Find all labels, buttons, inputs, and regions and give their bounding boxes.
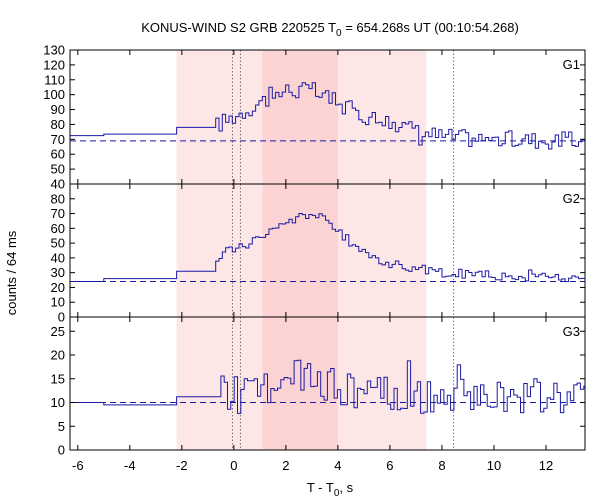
count-rate-curve bbox=[70, 359, 585, 414]
shaded-interval-dark bbox=[262, 50, 338, 184]
y-tick-label: 130 bbox=[43, 43, 65, 58]
y-tick-label: 25 bbox=[51, 324, 65, 339]
y-tick-label: 0 bbox=[58, 310, 65, 325]
y-tick-label: 50 bbox=[51, 236, 65, 251]
y-tick-label: 50 bbox=[51, 162, 65, 177]
plot-area: 405060708090100110120130G101020304050607… bbox=[43, 43, 586, 473]
y-tick-label: 80 bbox=[51, 191, 65, 206]
y-axis-label: counts / 64 ms bbox=[4, 230, 19, 315]
shaded-interval-dark bbox=[262, 317, 338, 450]
x-tick-label: 0 bbox=[230, 458, 237, 473]
xlabel-prefix: T - T bbox=[307, 480, 334, 495]
y-tick-label: 10 bbox=[51, 295, 65, 310]
y-tick-label: 30 bbox=[51, 265, 65, 280]
y-tick-label: 90 bbox=[51, 102, 65, 117]
xlabel-subscript: 0 bbox=[334, 488, 340, 499]
x-tick-label: 12 bbox=[539, 458, 553, 473]
x-tick-label: 6 bbox=[386, 458, 393, 473]
shaded-interval-dark bbox=[262, 184, 338, 317]
y-tick-label: 70 bbox=[51, 132, 65, 147]
title-subscript: 0 bbox=[336, 28, 342, 39]
chart-title: KONUS-WIND S2 GRB 220525 T0 = 654.268s U… bbox=[141, 20, 519, 39]
y-tick-label: 60 bbox=[51, 221, 65, 236]
x-tick-label: -2 bbox=[176, 458, 188, 473]
x-tick-label: -6 bbox=[72, 458, 84, 473]
y-tick-label: 60 bbox=[51, 147, 65, 162]
y-tick-label: 10 bbox=[51, 395, 65, 410]
count-rate-curve bbox=[70, 82, 585, 150]
x-tick-label: -4 bbox=[124, 458, 136, 473]
x-tick-label: 8 bbox=[438, 458, 445, 473]
xlabel-suffix: , s bbox=[339, 480, 353, 495]
y-tick-label: 40 bbox=[51, 177, 65, 192]
title-suffix: = 654.268s UT (00:10:54.268) bbox=[342, 20, 519, 35]
y-tick-label: 80 bbox=[51, 117, 65, 132]
panel-g3: 0 5 10 15 20 25 G3 bbox=[51, 316, 586, 458]
panel-label: G2 bbox=[563, 191, 580, 206]
y-tick-label: 20 bbox=[51, 348, 65, 363]
y-tick-label: 120 bbox=[43, 57, 65, 72]
y-tick-label: 15 bbox=[51, 371, 65, 386]
panel-frame bbox=[69, 316, 586, 451]
y-tick-label: 20 bbox=[51, 280, 65, 295]
x-tick-label: 2 bbox=[282, 458, 289, 473]
y-tick-label: 70 bbox=[51, 206, 65, 221]
count-rate-curve bbox=[70, 213, 585, 283]
panel-label: G3 bbox=[563, 324, 580, 339]
y-tick-label: 110 bbox=[44, 72, 65, 87]
y-tick-label: 40 bbox=[51, 250, 65, 265]
x-tick-label: 10 bbox=[487, 458, 501, 473]
panel-label: G1 bbox=[563, 57, 580, 72]
y-tick-label: 100 bbox=[43, 87, 65, 102]
y-tick-label: 0 bbox=[58, 443, 65, 458]
y-tick-label: 5 bbox=[58, 419, 65, 434]
x-tick-label: 4 bbox=[334, 458, 341, 473]
x-axis-label: T - T0, s bbox=[307, 480, 354, 499]
title-prefix: KONUS-WIND S2 GRB 220525 T bbox=[141, 20, 336, 35]
